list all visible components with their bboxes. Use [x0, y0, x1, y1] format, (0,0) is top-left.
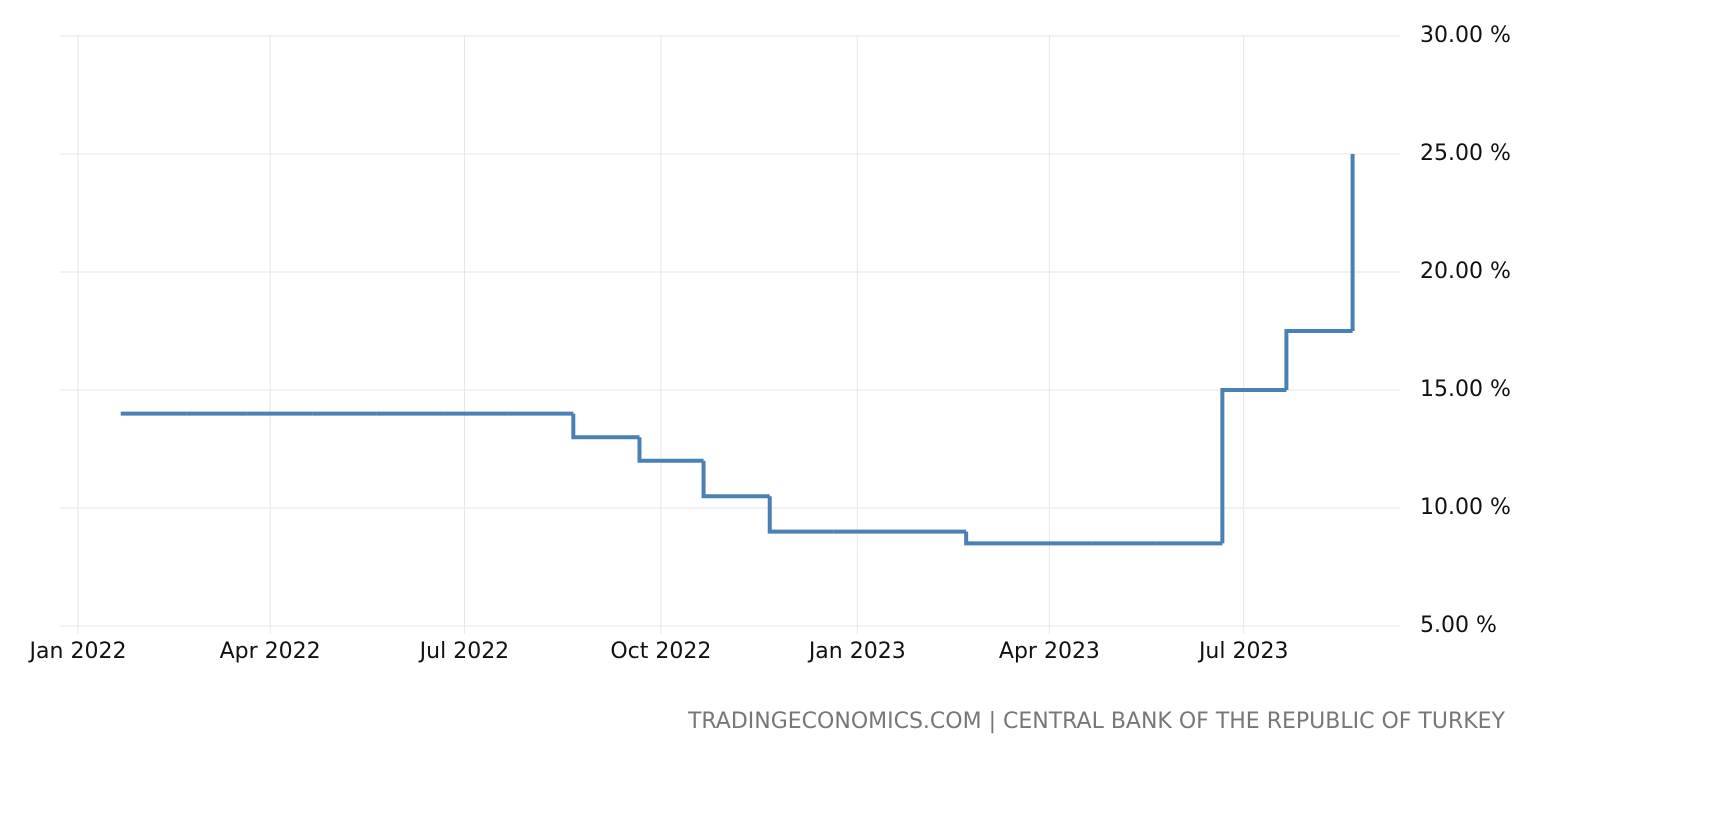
y-tick-label: 20.00 % — [1420, 259, 1511, 284]
x-tick-label: Jul 2023 — [1197, 639, 1289, 664]
y-tick-label: 5.00 % — [1420, 613, 1497, 638]
x-tick-label: Oct 2022 — [610, 639, 711, 664]
x-tick-label: Apr 2022 — [220, 639, 321, 664]
step-segment — [964, 531, 1026, 546]
step-segment — [701, 460, 770, 499]
y-tick-label: 10.00 % — [1420, 495, 1511, 520]
step-segment — [637, 437, 704, 463]
y-tick-label: 30.00 % — [1420, 23, 1511, 48]
x-tick-label: Apr 2023 — [999, 639, 1100, 664]
source: TRADINGECONOMICS.COM | CENTRAL BANK OF T… — [687, 709, 1506, 734]
y-tick-label: 15.00 % — [1420, 377, 1511, 402]
step-segment — [1220, 388, 1287, 544]
step-segment — [1284, 329, 1353, 390]
x-tick-label: Jan 2023 — [807, 639, 906, 664]
step-segment — [767, 496, 834, 534]
x-tick-label: Jul 2022 — [418, 639, 510, 664]
step-segment — [571, 413, 640, 440]
x-tick-label: Jan 2022 — [28, 639, 127, 664]
y-tick-label: 25.00 % — [1420, 141, 1511, 166]
